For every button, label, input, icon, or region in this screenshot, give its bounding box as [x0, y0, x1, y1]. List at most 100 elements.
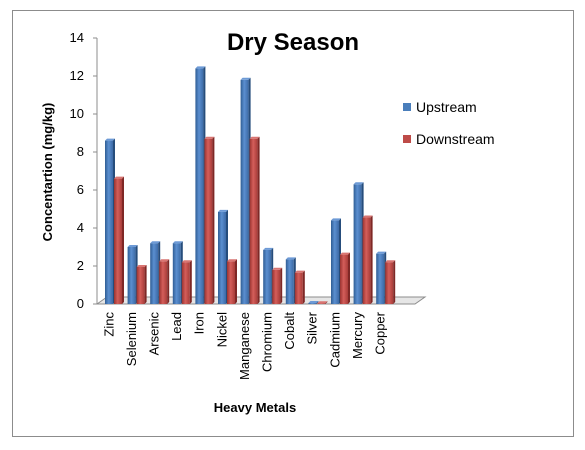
bar-face [114, 178, 122, 304]
axes [95, 38, 427, 305]
bar-side [122, 176, 124, 304]
bar-cap [218, 209, 228, 212]
bar-side [370, 215, 373, 304]
bar-cap [227, 259, 237, 262]
bar-side [167, 259, 170, 304]
bar-cap [285, 257, 296, 260]
bar-side [212, 136, 215, 304]
bar-downstream-zinc [114, 176, 124, 304]
x-tick-label-nickel: Nickel [214, 312, 229, 348]
y-tick-label: 2 [77, 258, 84, 273]
bar-cap [172, 241, 183, 244]
bar-side [280, 267, 283, 304]
bar-downstream-copper [385, 260, 396, 304]
bar-cap [114, 176, 124, 179]
bar-upstream-iron [195, 66, 206, 305]
bar-upstream-copper [376, 251, 387, 304]
bar-face [272, 269, 281, 304]
bar-cap [331, 218, 341, 221]
bar-cap [353, 182, 364, 185]
bar-face [263, 249, 272, 304]
bar-face [285, 259, 294, 304]
bar-side [189, 260, 192, 304]
x-tick-label-manganese: Manganese [237, 312, 252, 380]
x-tick-label-arsenic: Arsenic [147, 312, 162, 356]
legend-swatch-upstream [403, 103, 411, 111]
bar-upstream-selenium [127, 245, 138, 304]
bar-face [294, 272, 303, 304]
bar-upstream-cobalt [285, 257, 296, 304]
bar-upstream-cadmium [331, 218, 341, 304]
bar-side [144, 264, 147, 304]
bar-cap [195, 66, 206, 69]
bar-cap [340, 252, 350, 255]
bar-cap [136, 264, 147, 267]
y-ticks: 0 2 4 6 8 10 12 14 [70, 30, 97, 311]
bar-downstream-manganese [249, 136, 260, 304]
bar-cap [362, 215, 373, 218]
x-tick-label-zinc: Zinc [101, 312, 116, 337]
bar-upstream-nickel [218, 209, 228, 304]
legend-swatch-downstream [403, 135, 411, 143]
y-tick-label: 4 [77, 220, 84, 235]
y-tick-label: 10 [70, 106, 84, 121]
y-tick-label: 12 [70, 68, 84, 83]
bar-downstream-selenium [136, 264, 147, 304]
bar-face [150, 243, 159, 304]
bar-cap [294, 270, 305, 273]
bar-cap [127, 245, 138, 247]
y-tick-label: 14 [70, 30, 84, 45]
bar-upstream-lead [172, 241, 183, 304]
bar-face [218, 211, 226, 304]
bar-upstream-arsenic [150, 241, 161, 304]
x-axis-label: Heavy Metals [214, 400, 296, 415]
x-tick-label-mercury: Mercury [350, 312, 365, 359]
bar-cap [385, 260, 396, 263]
bar-face [331, 220, 339, 304]
bar-downstream-nickel [227, 259, 237, 304]
bar-downstream-cobalt [294, 270, 305, 304]
bar-face [353, 184, 362, 304]
bar-face [308, 303, 317, 304]
bar-cap [272, 267, 283, 270]
x-tick-label-lead: Lead [169, 312, 184, 341]
bar-cap [317, 301, 328, 304]
bar-cap [308, 301, 319, 304]
bar-face [340, 254, 348, 304]
bar-face [181, 262, 190, 304]
bar-face [159, 261, 168, 304]
bar-side [393, 260, 396, 304]
bar-downstream-mercury [362, 215, 373, 304]
bar-face [240, 79, 249, 304]
bar-downstream-silver [317, 301, 328, 304]
legend: Upstream Downstream [403, 99, 495, 147]
category-labels: Zinc Selenium Arsenic Lead Iron Nickel Mangane… [101, 311, 387, 380]
bar-downstream-cadmium [340, 252, 350, 304]
bar-upstream-manganese [240, 77, 251, 304]
bar-cap [150, 241, 161, 244]
bar-face [249, 138, 258, 304]
bar-cap [105, 138, 115, 141]
chart-title: Dry Season [227, 29, 359, 56]
y-tick-label: 6 [77, 182, 84, 197]
bar-cap [204, 136, 215, 139]
bar-downstream-lead [181, 260, 192, 304]
bar-face [105, 140, 113, 304]
bar-upstream-mercury [353, 182, 364, 304]
bar-downstream-arsenic [159, 259, 170, 304]
bar-face [127, 247, 136, 304]
bar-side [316, 301, 319, 304]
bar-face [172, 243, 181, 304]
bar-upstream-zinc [105, 138, 115, 304]
bar-face [317, 303, 326, 304]
x-tick-label-cadmium: Cadmium [327, 312, 342, 368]
bar-face [136, 266, 145, 304]
y-tick-label: 8 [77, 144, 84, 159]
x-tick-label-chromium: Chromium [260, 312, 275, 372]
bars [105, 66, 396, 305]
bar-side [302, 270, 305, 304]
bar-cap [249, 136, 260, 139]
bar-side [235, 259, 237, 304]
y-tick-label: 0 [77, 296, 84, 311]
